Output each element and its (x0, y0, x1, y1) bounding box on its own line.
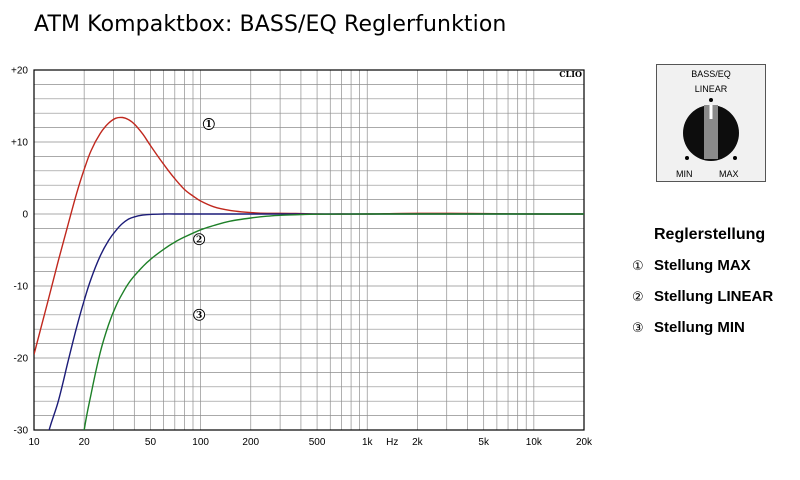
knob-grip (704, 105, 718, 159)
curve-min (83, 213, 584, 430)
y-tick-label: -10 (14, 282, 29, 293)
x-tick-label: 200 (242, 437, 259, 448)
legend-item-max: ① Stellung MAX (632, 257, 751, 274)
series-marker-circle (193, 233, 206, 246)
knob-linear-label: LINEAR (694, 84, 728, 94)
legend-item-linear: ② Stellung LINEAR (632, 288, 773, 305)
curve-max (34, 116, 584, 355)
bass-eq-knob[interactable] (657, 65, 765, 181)
series-marker-label: 1 (206, 120, 212, 130)
y-tick-label: -30 (14, 426, 29, 437)
knob-mark-linear (709, 98, 713, 102)
series-marker-label: 2 (196, 235, 202, 245)
legend-label-min: Stellung MIN (654, 319, 745, 336)
y-tick-label: +10 (11, 138, 28, 149)
grid (34, 70, 584, 430)
y-tick-label: 0 (22, 210, 28, 221)
knob-max-label: MAX (719, 169, 739, 179)
clio-watermark: CLIO (559, 69, 582, 79)
x-unit-label: Hz (386, 437, 398, 448)
x-tick-label: 20k (576, 437, 593, 448)
legend-title: Reglerstellung (654, 226, 766, 243)
series-marker-circle (202, 118, 215, 130)
x-tick-label: 10 (28, 437, 40, 448)
x-tick-label: 2k (412, 437, 424, 448)
curves (34, 116, 584, 430)
knob-mark-min (685, 156, 689, 160)
legend-marker-3: ③ (632, 321, 644, 336)
legend-marker-2: ② (632, 290, 644, 305)
legend-label-max: Stellung MAX (654, 257, 751, 274)
x-tick-label: 5k (478, 437, 490, 448)
legend-item-min: ③ Stellung MIN (632, 319, 745, 336)
legend-marker-1: ① (632, 259, 644, 274)
legend-label-linear: Stellung LINEAR (654, 288, 774, 305)
knob-pointer (709, 105, 713, 119)
x-tick-label: 10k (526, 437, 543, 448)
knob-mark-max (733, 156, 737, 160)
knob-min-label: MIN (676, 169, 693, 179)
x-tick-label: 1k (362, 437, 374, 448)
x-tick-label: 500 (309, 437, 326, 448)
y-tick-label: +20 (11, 66, 28, 77)
series-marker-circle (193, 308, 206, 321)
x-tick-label: 20 (79, 437, 91, 448)
curve-linear (48, 213, 584, 430)
series-marker-label: 3 (196, 311, 202, 321)
x-tick-label: 50 (145, 437, 157, 448)
y-tick-label: -20 (14, 354, 29, 365)
x-tick-label: 100 (192, 437, 209, 448)
knob-title: BASS/EQ (691, 69, 731, 79)
plot-frame (33, 69, 585, 431)
bass-eq-knob-panel: BASS/EQ LINEAR MIN MAX (656, 64, 766, 182)
chart-title: ATM Kompaktbox: BASS/EQ Reglerfunktion (34, 12, 507, 37)
